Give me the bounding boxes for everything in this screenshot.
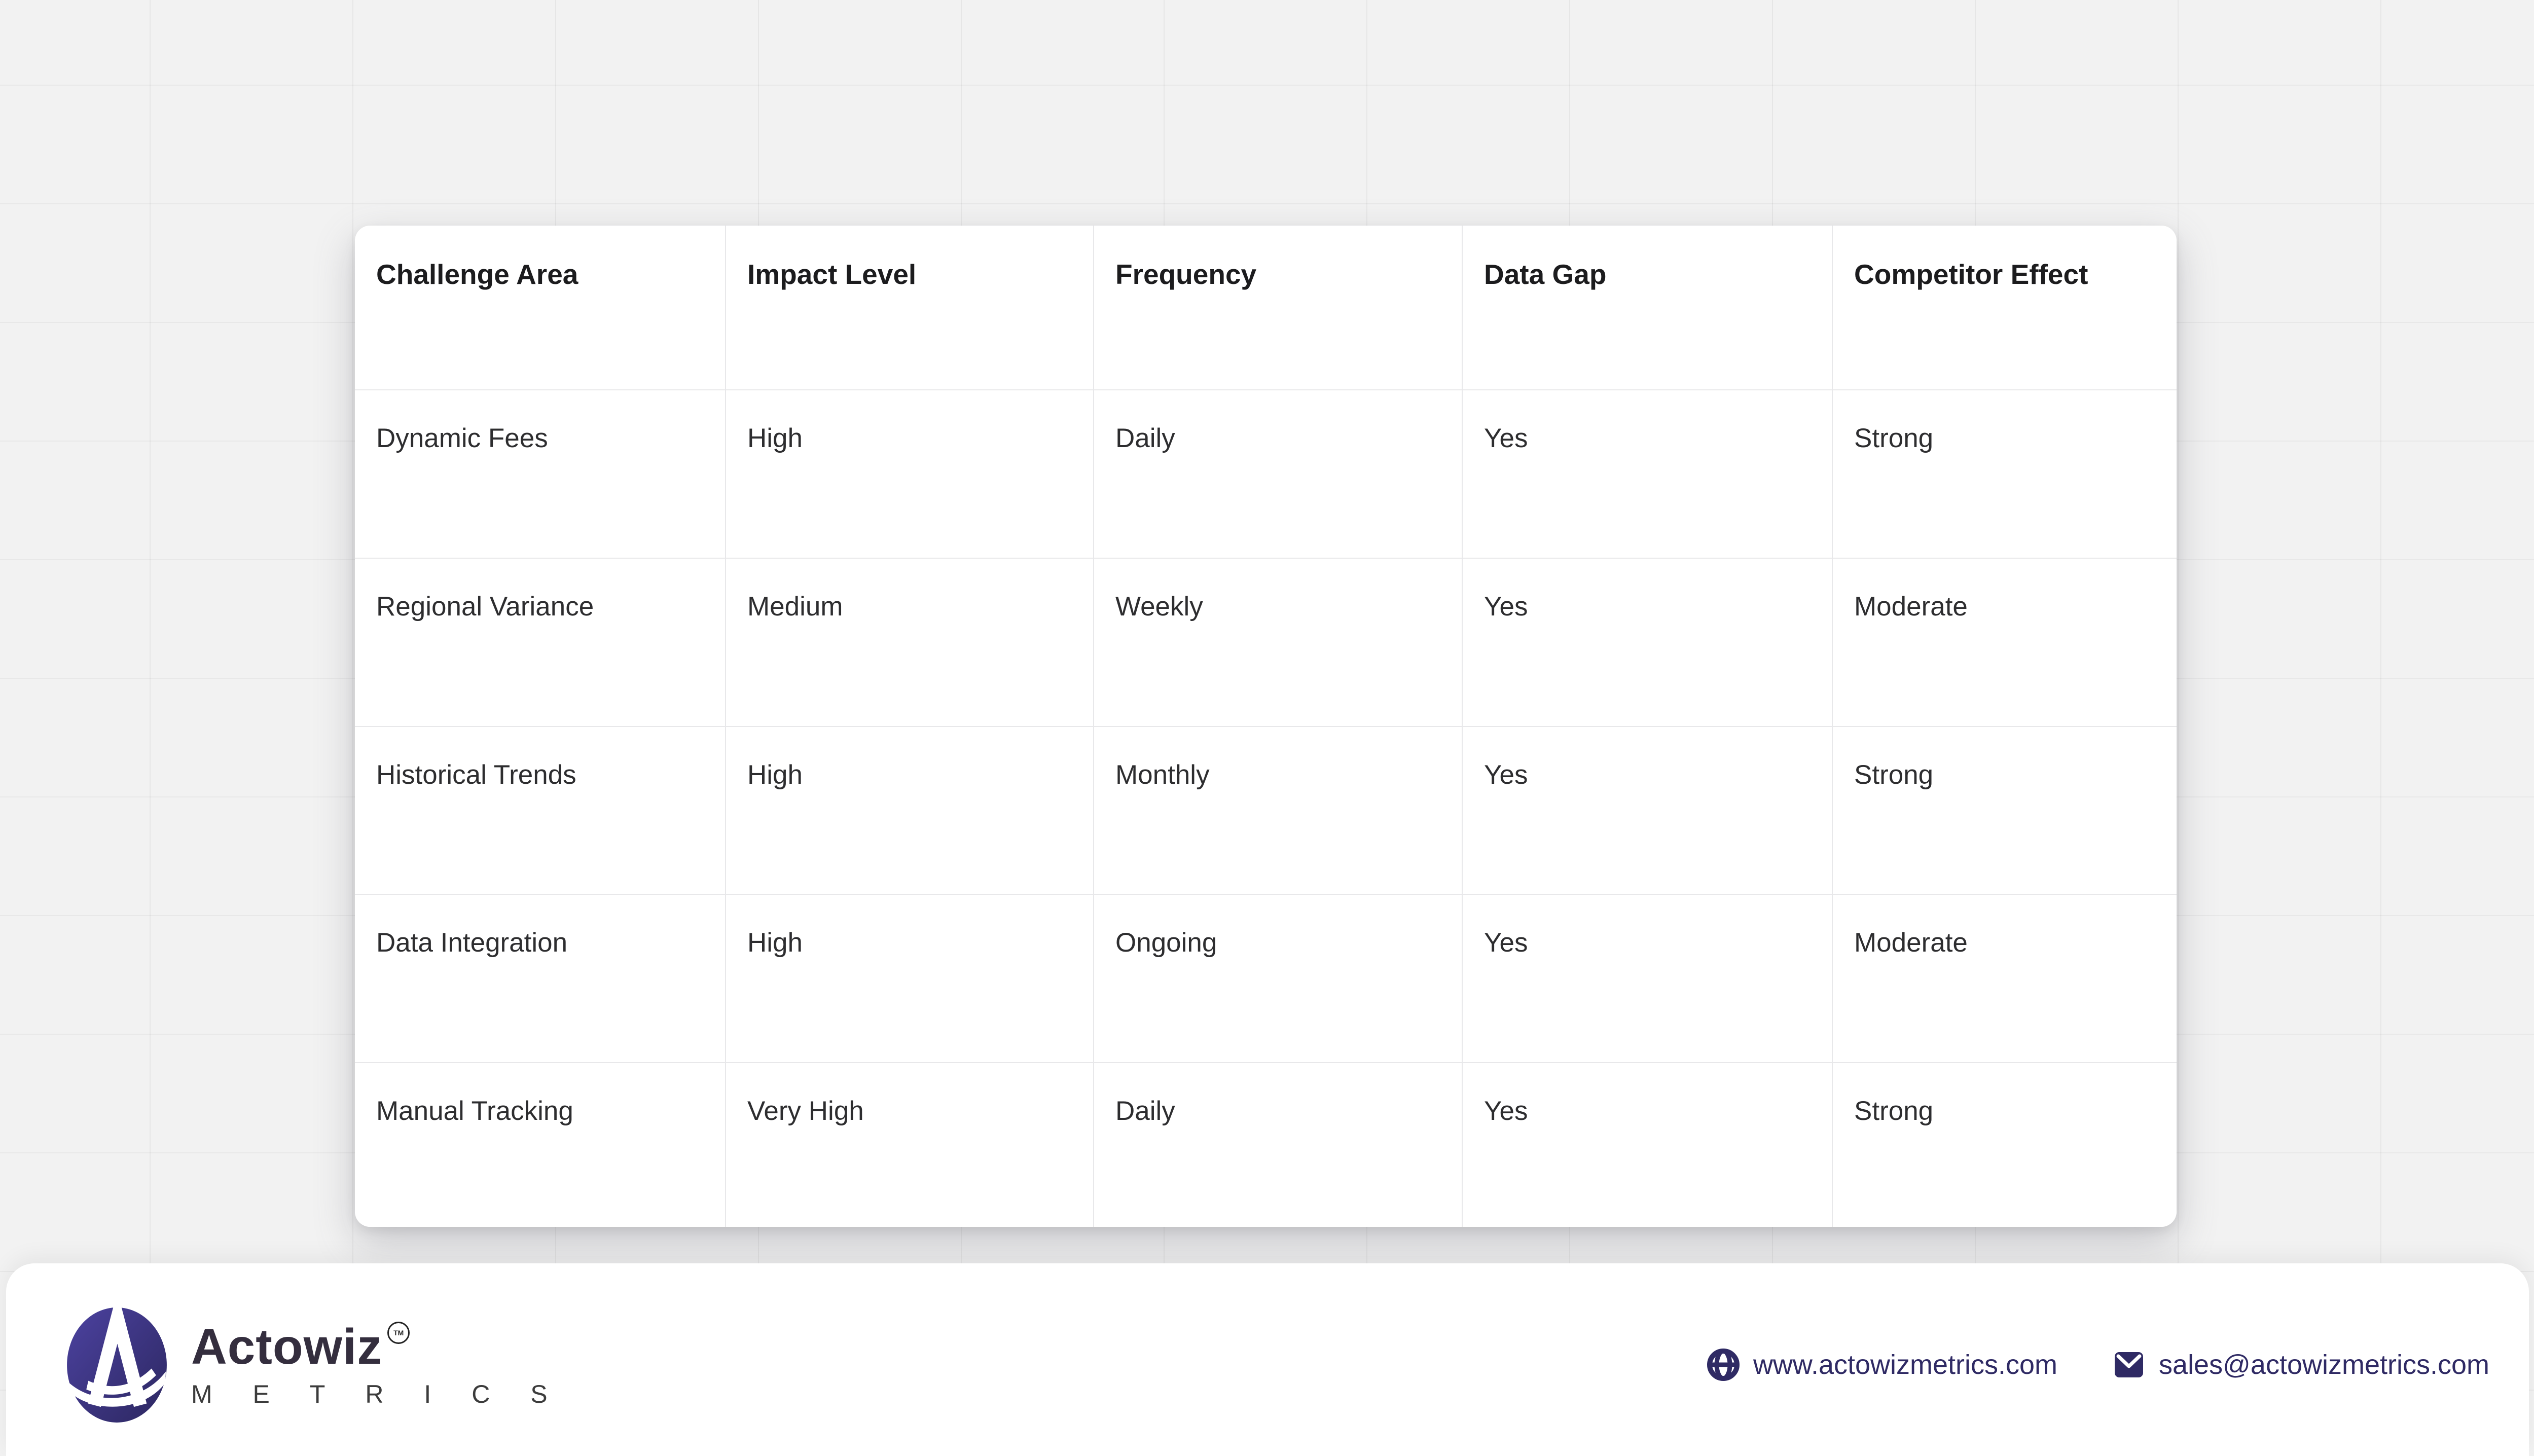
brand-subtitle: M E T R I C S <box>191 1380 564 1409</box>
table-cell: Daily <box>1094 390 1463 559</box>
table-cell: Yes <box>1463 1063 1833 1227</box>
header-cell: Competitor Effect <box>1833 226 2177 390</box>
table-cell: High <box>726 390 1094 559</box>
website-url: www.actowizmetrics.com <box>1753 1350 2058 1380</box>
footer-contacts: www.actowizmetrics.com sales@actowizmetr… <box>1707 1348 2489 1381</box>
challenges-table-card: Challenge Area Impact Level Frequency Data … <box>355 226 2177 1227</box>
table-cell: Yes <box>1463 559 1833 727</box>
table-cell: Weekly <box>1094 559 1463 727</box>
brand-wordmark: Actowiz TM M E T R I C S <box>191 1318 564 1409</box>
table-cell: Strong <box>1833 390 2177 559</box>
actowiz-logo-icon <box>67 1306 167 1423</box>
table-cell: Medium <box>726 559 1094 727</box>
footer-bar: Actowiz TM M E T R I C S www.actowizmetr… <box>6 1263 2529 1456</box>
table-cell: High <box>726 727 1094 895</box>
table-cell: Ongoing <box>1094 895 1463 1063</box>
email-address: sales@actowizmetrics.com <box>2159 1350 2489 1380</box>
header-cell: Impact Level <box>726 226 1094 390</box>
challenges-table: Challenge Area Impact Level Frequency Data … <box>355 226 2177 1227</box>
table-cell: Yes <box>1463 390 1833 559</box>
trademark-badge: TM <box>387 1321 410 1344</box>
table-cell: Historical Trends <box>355 727 726 895</box>
table-cell: Manual Tracking <box>355 1063 726 1227</box>
table-cell: Daily <box>1094 1063 1463 1227</box>
table-cell: High <box>726 895 1094 1063</box>
table-cell: Dynamic Fees <box>355 390 726 559</box>
table-cell: Monthly <box>1094 727 1463 895</box>
table-cell: Very High <box>726 1063 1094 1227</box>
table-cell: Strong <box>1833 1063 2177 1227</box>
table-cell: Yes <box>1463 727 1833 895</box>
header-cell: Data Gap <box>1463 226 1833 390</box>
header-cell: Frequency <box>1094 226 1463 390</box>
website-link[interactable]: www.actowizmetrics.com <box>1707 1348 2057 1381</box>
table-cell: Strong <box>1833 727 2177 895</box>
email-link[interactable]: sales@actowizmetrics.com <box>2112 1348 2489 1381</box>
globe-icon <box>1707 1349 1740 1381</box>
brand-name: Actowiz <box>191 1318 383 1374</box>
table-cell: Moderate <box>1833 895 2177 1063</box>
table-cell: Yes <box>1463 895 1833 1063</box>
header-cell: Challenge Area <box>355 226 726 390</box>
email-icon <box>2115 1352 2144 1377</box>
table-cell: Data Integration <box>355 895 726 1063</box>
table-cell: Moderate <box>1833 559 2177 727</box>
table-cell: Regional Variance <box>355 559 726 727</box>
brand-logo: Actowiz TM M E T R I C S <box>65 1306 564 1424</box>
